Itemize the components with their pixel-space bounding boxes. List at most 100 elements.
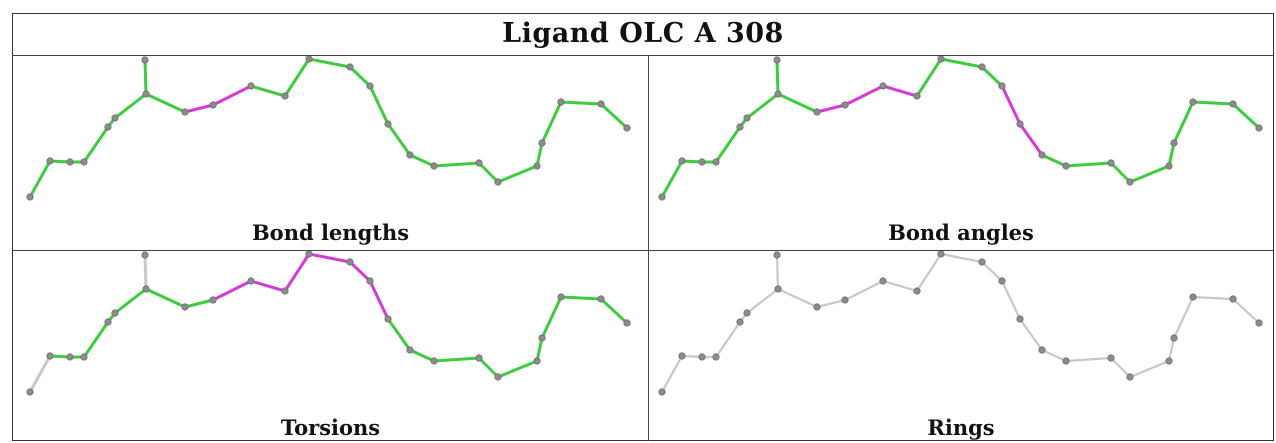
atom [346,63,354,71]
atom [1165,357,1173,365]
bond [408,348,436,363]
atom [181,108,189,116]
atom [46,157,54,165]
atom [384,315,392,323]
bond [183,103,215,114]
bond [1064,161,1113,168]
atom [475,159,483,167]
atom [743,309,751,317]
bond [143,253,148,291]
atom [406,346,414,354]
atom [538,139,546,147]
atom [1189,293,1197,301]
bond [714,320,742,359]
bond [535,336,544,363]
atom [813,303,821,311]
atom [658,193,666,201]
bond [881,279,919,293]
atom [1229,100,1237,108]
panel-label-bond-lengths: Bond lengths [251,220,410,245]
atom [26,193,34,201]
panel-bond-angles: Bond angles [649,56,1273,250]
atom [141,251,149,259]
atom [181,303,189,311]
bond [1000,279,1022,321]
atom [142,285,150,293]
bond [144,92,187,114]
atom [841,101,849,109]
title-divider [12,55,1274,56]
molecule-torsions [26,251,631,396]
atom [879,277,887,285]
atom [66,158,74,166]
bond [599,297,629,325]
atom [678,157,686,165]
bond [283,57,311,98]
atom [597,100,605,108]
bond [660,159,684,199]
bond [144,287,187,309]
atom [998,277,1006,285]
bond [1231,102,1261,130]
atom [1170,334,1178,342]
bond [915,57,943,98]
bond [540,100,563,145]
bond [432,161,481,168]
bond [843,84,885,107]
atom [475,354,483,362]
atom [1062,162,1070,170]
panel-label-bond-angles: Bond angles [888,220,1034,245]
bond [211,279,253,302]
atom [1062,357,1070,365]
bond [211,84,253,107]
bond [28,159,52,199]
atom [247,82,255,90]
atom [430,162,438,170]
atom [978,63,986,71]
bond [386,317,412,352]
bond [82,125,110,164]
atom [366,277,374,285]
bond [1172,100,1195,145]
bond [283,252,311,293]
atom [104,318,112,326]
atom [773,251,781,259]
molecule-bond-lengths [26,56,631,201]
atom [658,388,666,396]
bond [1018,317,1044,352]
atom [142,90,150,98]
bond [82,320,110,359]
bond [775,58,780,96]
bond [776,287,819,309]
column-divider [648,55,649,441]
atom [623,319,631,327]
atom [937,56,945,63]
atom [346,258,354,266]
bond [1040,348,1068,363]
atom [406,151,414,159]
atom [533,162,541,170]
atom [698,353,706,361]
atom [430,357,438,365]
atom [281,92,289,100]
atom [111,114,119,122]
bond [559,100,603,106]
bond [496,359,539,379]
bond [815,298,847,309]
bond [1191,295,1235,301]
atom [1126,373,1134,381]
molecule-rings [658,251,1263,396]
bond [113,92,148,120]
row-divider [12,250,1274,251]
bond [368,279,390,321]
bond [939,57,984,69]
bond [1109,161,1132,184]
atom [26,388,34,396]
bond [660,354,684,394]
bond [307,57,352,69]
bond [432,356,481,363]
atom [209,101,217,109]
bond [477,356,500,379]
bond [249,84,287,98]
bond [776,92,819,114]
